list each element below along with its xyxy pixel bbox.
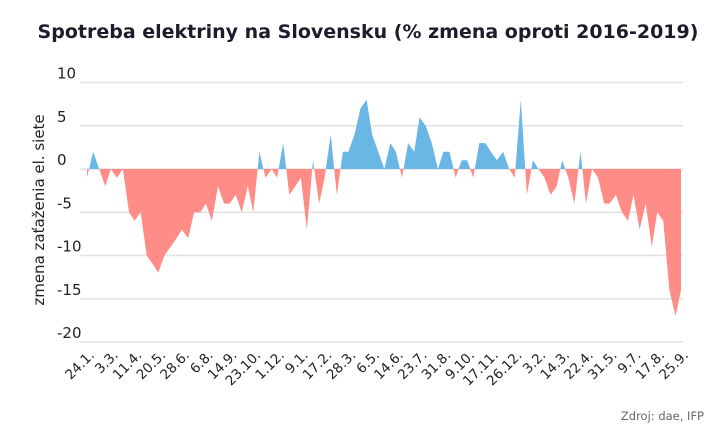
source-note: Zdroj: dae, IFP <box>621 409 704 423</box>
y-tick-label: -20 <box>57 324 82 342</box>
y-tick-label: 10 <box>57 65 76 83</box>
y-axis-label: zmena zaťaženia el. siete <box>30 114 48 305</box>
y-tick-label: 5 <box>57 108 67 126</box>
y-tick-label: -5 <box>57 194 72 212</box>
chart-title: Spotreba elektriny na Slovensku (% zmena… <box>38 21 699 43</box>
y-tick-label: -15 <box>57 281 82 299</box>
y-tick-label: -10 <box>57 238 82 256</box>
y-axis-ticks: 10 5 0 -5 -10 -15 -20 <box>57 65 82 343</box>
x-axis-ticks: 24.1.3.3.11.4.20.5.28.6.6.8.14.9.23.10.1… <box>62 348 692 390</box>
negative-area-series <box>87 169 681 317</box>
y-tick-label: 0 <box>57 151 67 169</box>
